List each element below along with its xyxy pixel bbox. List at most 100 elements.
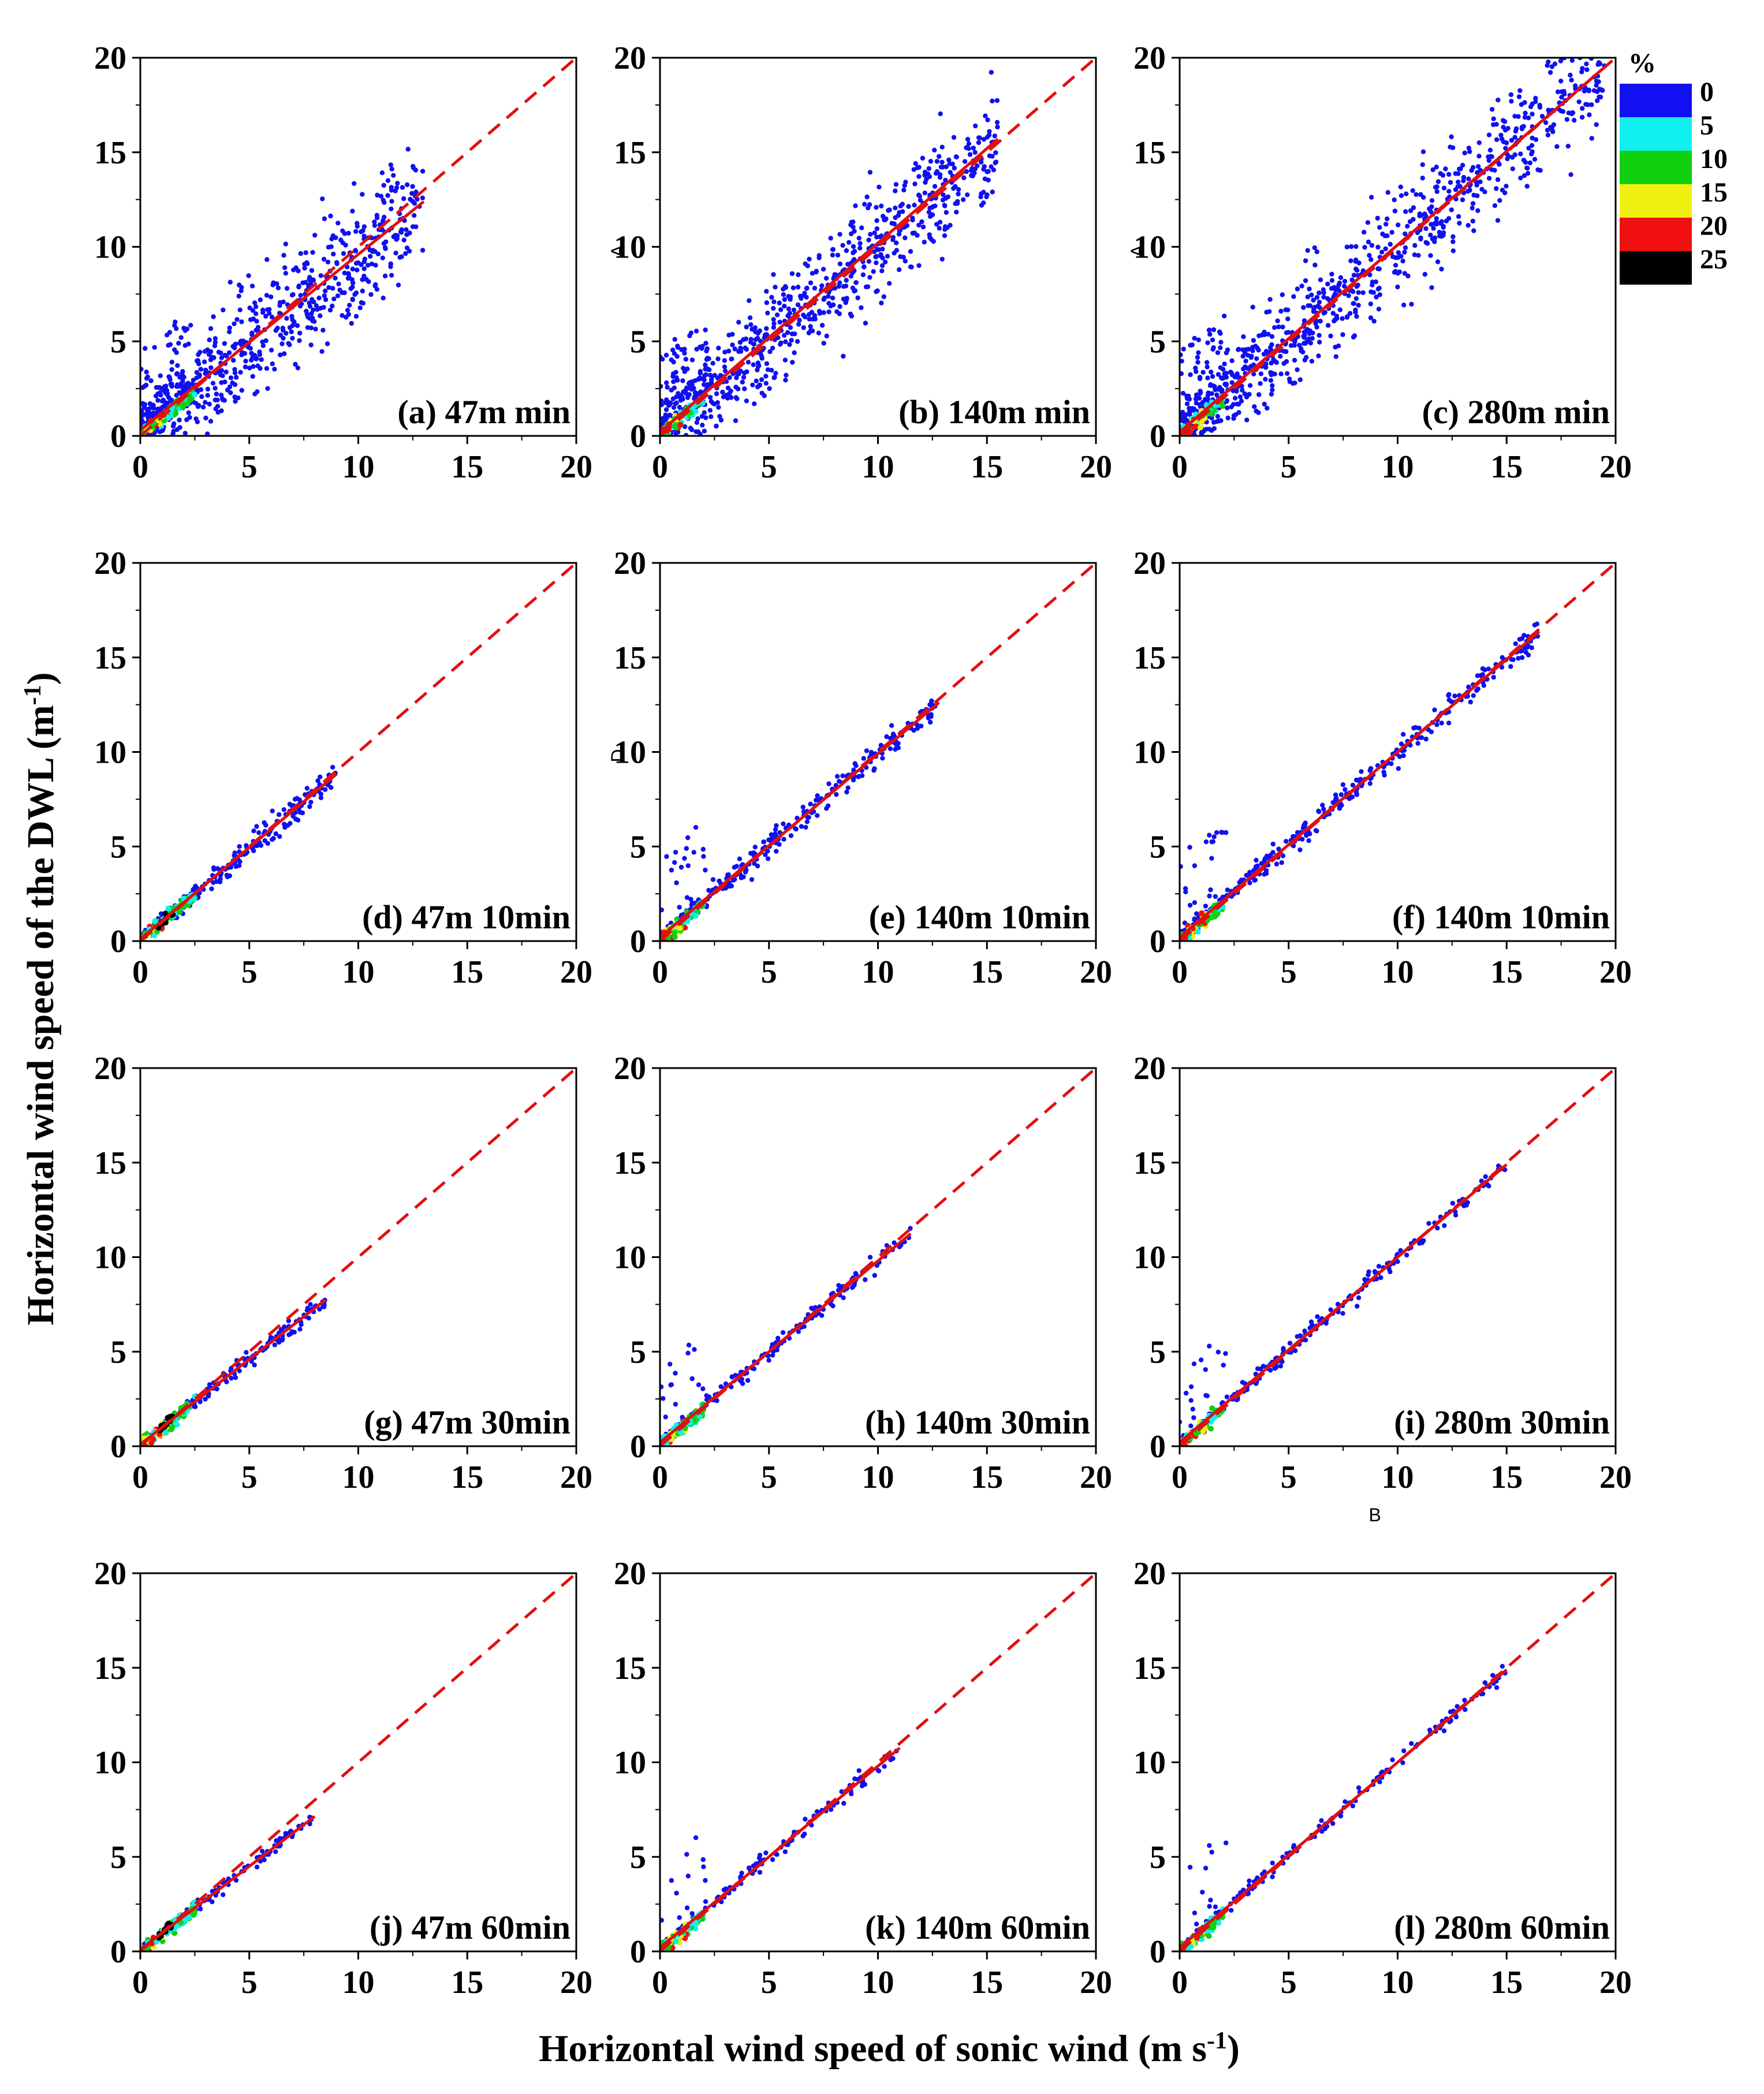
y-tick-label: 20 [94,40,126,76]
data-point [1486,666,1491,671]
data-point [222,379,228,385]
data-point [884,734,889,740]
data-point [1554,144,1560,149]
data-point [703,362,708,368]
data-point [879,300,884,305]
y-tick-label: 0 [110,419,126,454]
data-point [1429,198,1435,203]
data-point [924,177,929,182]
data-point [706,367,711,372]
data-point [781,292,786,297]
data-point [694,420,700,425]
data-point [1351,334,1356,340]
data-point [263,313,268,319]
data-point [1558,108,1564,114]
data-point [1446,697,1452,703]
data-point [856,774,862,779]
data-point [1580,106,1585,111]
data-point [1353,244,1359,249]
data-point [1315,1314,1320,1319]
data-point [141,412,146,417]
data-point [199,394,204,400]
data-point [1523,110,1528,116]
data-point [926,210,932,215]
data-point [866,237,871,242]
data-point [1292,357,1297,363]
data-point [1348,258,1353,263]
data-point [1594,83,1599,88]
data-point [379,170,385,176]
data-point [308,325,314,331]
x-tick-label: 20 [1080,1460,1112,1495]
data-point [1538,167,1543,173]
data-point [916,192,922,197]
plot-area [660,58,1096,436]
data-point [281,253,286,258]
data-point [749,877,755,882]
data-point [669,1382,674,1387]
data-point [1207,1343,1212,1349]
data-point [1194,392,1199,398]
panel-label: (c) 280m min [1422,393,1610,431]
data-point [1389,230,1394,235]
data-point [347,303,352,308]
data-point [213,406,218,412]
data-point [372,219,377,225]
data-point [283,241,288,247]
data-point [872,766,877,771]
data-point [1197,375,1203,380]
data-point [145,415,151,420]
data-point [743,336,749,342]
data-point [874,218,879,223]
data-point [1434,165,1439,170]
data-point [1215,350,1221,355]
density-point [692,409,699,415]
data-point [410,199,415,204]
data-point [704,348,709,354]
data-point [691,850,696,855]
data-point [684,895,690,900]
data-point [789,338,794,343]
data-point [851,767,856,772]
data-point [1199,1357,1204,1363]
data-point [821,267,826,272]
data-point [976,140,982,145]
data-point [1321,294,1326,300]
data-point [1526,145,1531,151]
data-point [1354,313,1359,319]
data-point [726,348,732,354]
data-point [840,773,845,779]
data-point [1533,96,1538,101]
data-point [251,364,256,369]
data-point [894,240,899,245]
data-point [167,342,173,347]
data-point [221,307,226,313]
data-point [1318,319,1323,324]
data-point [1432,707,1437,712]
data-point [863,284,869,290]
data-point [1405,223,1410,229]
data-point [743,345,748,350]
data-point [706,887,711,893]
data-point [943,164,949,170]
data-point [879,263,885,268]
data-point [1210,839,1215,844]
data-point [891,734,896,739]
data-point [163,400,168,405]
data-point [1318,277,1323,282]
data-point [308,800,314,805]
data-point [389,273,394,278]
data-point [736,319,741,325]
data-point [948,170,953,175]
data-point [763,380,769,386]
data-point [1475,208,1480,213]
data-point [867,170,873,175]
data-point [1368,315,1374,320]
data-point [1522,100,1527,105]
data-point [669,867,674,873]
data-point [286,1332,292,1338]
data-point [404,227,409,232]
data-point [264,366,270,371]
data-point [1489,107,1495,112]
data-point [1498,132,1504,138]
